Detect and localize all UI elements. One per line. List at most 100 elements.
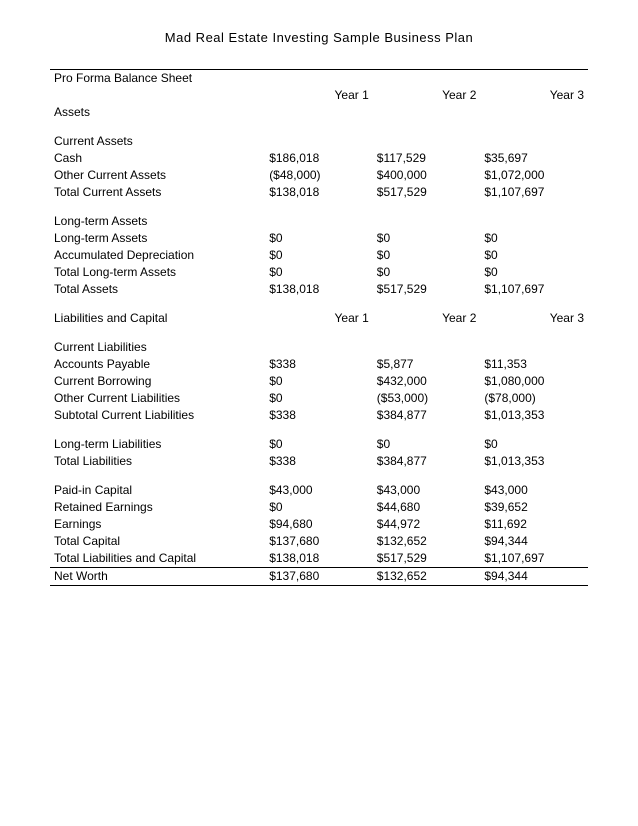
lc-col-y3: Year 3 bbox=[480, 310, 588, 327]
lt-liab-row: Long-term Liabilities $0 $0 $0 bbox=[50, 436, 588, 453]
sub-liab-label: Subtotal Current Liabilities bbox=[50, 407, 265, 424]
lta-header: Long-term Assets bbox=[50, 213, 265, 230]
depr-row: Accumulated Depreciation $0 $0 $0 bbox=[50, 247, 588, 264]
totlc-row: Total Liabilities and Capital $138,018 $… bbox=[50, 550, 588, 568]
ap-label: Accounts Payable bbox=[50, 356, 265, 373]
total-assets-y3: $1,107,697 bbox=[480, 281, 588, 298]
cash-row: Cash $186,018 $117,529 $35,697 bbox=[50, 150, 588, 167]
paidin-y2: $43,000 bbox=[373, 482, 481, 499]
borrow-y1: $0 bbox=[265, 373, 373, 390]
table-title-row: Pro Forma Balance Sheet bbox=[50, 70, 588, 88]
totcap-row: Total Capital $137,680 $132,652 $94,344 bbox=[50, 533, 588, 550]
net-worth-y1: $137,680 bbox=[265, 568, 373, 586]
lta-header-row: Long-term Assets bbox=[50, 213, 588, 230]
sub-liab-y2: $384,877 bbox=[373, 407, 481, 424]
cash-y3: $35,697 bbox=[480, 150, 588, 167]
totcap-y3: $94,344 bbox=[480, 533, 588, 550]
earn-row: Earnings $94,680 $44,972 $11,692 bbox=[50, 516, 588, 533]
borrow-y3: $1,080,000 bbox=[480, 373, 588, 390]
lta-y2: $0 bbox=[373, 230, 481, 247]
lta-y3: $0 bbox=[480, 230, 588, 247]
doc-title: Mad Real Estate Investing Sample Busines… bbox=[50, 30, 588, 45]
totlc-y1: $138,018 bbox=[265, 550, 373, 568]
lt-liab-y2: $0 bbox=[373, 436, 481, 453]
total-lta-y2: $0 bbox=[373, 264, 481, 281]
total-lta-label: Total Long-term Assets bbox=[50, 264, 265, 281]
assets-label: Assets bbox=[50, 104, 265, 121]
earn-y1: $94,680 bbox=[265, 516, 373, 533]
total-liab-label: Total Liabilities bbox=[50, 453, 265, 470]
total-ca-y1: $138,018 bbox=[265, 184, 373, 201]
lc-col-y2: Year 2 bbox=[373, 310, 481, 327]
other-ca-y2: $400,000 bbox=[373, 167, 481, 184]
total-liab-y3: $1,013,353 bbox=[480, 453, 588, 470]
col-header-y3: Year 3 bbox=[480, 87, 588, 104]
current-assets-header: Current Assets bbox=[50, 133, 265, 150]
ret-y2: $44,680 bbox=[373, 499, 481, 516]
table-title: Pro Forma Balance Sheet bbox=[50, 70, 265, 88]
ret-y1: $0 bbox=[265, 499, 373, 516]
total-liab-y1: $338 bbox=[265, 453, 373, 470]
total-lta-y1: $0 bbox=[265, 264, 373, 281]
paidin-y1: $43,000 bbox=[265, 482, 373, 499]
other-ca-row: Other Current Assets ($48,000) $400,000 … bbox=[50, 167, 588, 184]
ret-y3: $39,652 bbox=[480, 499, 588, 516]
sub-liab-y1: $338 bbox=[265, 407, 373, 424]
col-header-row: Year 1 Year 2 Year 3 bbox=[50, 87, 588, 104]
earn-label: Earnings bbox=[50, 516, 265, 533]
ap-row: Accounts Payable $338 $5,877 $11,353 bbox=[50, 356, 588, 373]
total-ca-row: Total Current Assets $138,018 $517,529 $… bbox=[50, 184, 588, 201]
ap-y2: $5,877 bbox=[373, 356, 481, 373]
net-worth-y2: $132,652 bbox=[373, 568, 481, 586]
other-ca-y3: $1,072,000 bbox=[480, 167, 588, 184]
total-liab-y2: $384,877 bbox=[373, 453, 481, 470]
depr-label: Accumulated Depreciation bbox=[50, 247, 265, 264]
depr-y1: $0 bbox=[265, 247, 373, 264]
sub-liab-y3: $1,013,353 bbox=[480, 407, 588, 424]
total-assets-y1: $138,018 bbox=[265, 281, 373, 298]
total-assets-row: Total Assets $138,018 $517,529 $1,107,69… bbox=[50, 281, 588, 298]
balance-sheet-table: Pro Forma Balance Sheet Year 1 Year 2 Ye… bbox=[50, 69, 588, 586]
totcap-y2: $132,652 bbox=[373, 533, 481, 550]
other-ca-label: Other Current Assets bbox=[50, 167, 265, 184]
totlc-label: Total Liabilities and Capital bbox=[50, 550, 265, 568]
liab-cap-header-row: Liabilities and Capital Year 1 Year 2 Ye… bbox=[50, 310, 588, 327]
lt-liab-y1: $0 bbox=[265, 436, 373, 453]
other-liab-y1: $0 bbox=[265, 390, 373, 407]
paidin-y3: $43,000 bbox=[480, 482, 588, 499]
cash-y1: $186,018 bbox=[265, 150, 373, 167]
other-liab-y3: ($78,000) bbox=[480, 390, 588, 407]
ret-label: Retained Earnings bbox=[50, 499, 265, 516]
current-liab-header-row: Current Liabilities bbox=[50, 339, 588, 356]
cash-label: Cash bbox=[50, 150, 265, 167]
current-liab-header: Current Liabilities bbox=[50, 339, 265, 356]
total-ca-y3: $1,107,697 bbox=[480, 184, 588, 201]
borrow-label: Current Borrowing bbox=[50, 373, 265, 390]
paidin-label: Paid-in Capital bbox=[50, 482, 265, 499]
borrow-row: Current Borrowing $0 $432,000 $1,080,000 bbox=[50, 373, 588, 390]
total-ca-y2: $517,529 bbox=[373, 184, 481, 201]
assets-label-row: Assets bbox=[50, 104, 588, 121]
paidin-row: Paid-in Capital $43,000 $43,000 $43,000 bbox=[50, 482, 588, 499]
lta-label: Long-term Assets bbox=[50, 230, 265, 247]
other-liab-row: Other Current Liabilities $0 ($53,000) (… bbox=[50, 390, 588, 407]
borrow-y2: $432,000 bbox=[373, 373, 481, 390]
cash-y2: $117,529 bbox=[373, 150, 481, 167]
lt-liab-label: Long-term Liabilities bbox=[50, 436, 265, 453]
totlc-y2: $517,529 bbox=[373, 550, 481, 568]
other-liab-y2: ($53,000) bbox=[373, 390, 481, 407]
depr-y2: $0 bbox=[373, 247, 481, 264]
total-assets-y2: $517,529 bbox=[373, 281, 481, 298]
totcap-y1: $137,680 bbox=[265, 533, 373, 550]
earn-y3: $11,692 bbox=[480, 516, 588, 533]
sub-liab-row: Subtotal Current Liabilities $338 $384,8… bbox=[50, 407, 588, 424]
lta-row: Long-term Assets $0 $0 $0 bbox=[50, 230, 588, 247]
totlc-y3: $1,107,697 bbox=[480, 550, 588, 568]
total-lta-row: Total Long-term Assets $0 $0 $0 bbox=[50, 264, 588, 281]
depr-y3: $0 bbox=[480, 247, 588, 264]
total-liab-row: Total Liabilities $338 $384,877 $1,013,3… bbox=[50, 453, 588, 470]
lt-liab-y3: $0 bbox=[480, 436, 588, 453]
earn-y2: $44,972 bbox=[373, 516, 481, 533]
lc-col-y1: Year 1 bbox=[265, 310, 373, 327]
other-ca-y1: ($48,000) bbox=[265, 167, 373, 184]
